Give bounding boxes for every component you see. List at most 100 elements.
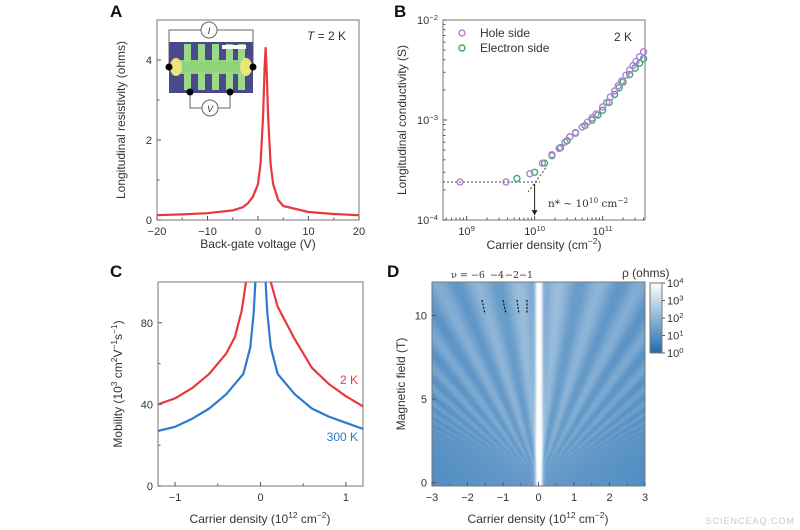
- data-point-hole: [606, 93, 615, 101]
- plot-frame-c: [157, 281, 364, 487]
- voltage-meter-label: V: [207, 104, 214, 114]
- threshold-arrowhead: [531, 210, 538, 216]
- x-tick-label-d: 3: [642, 492, 648, 504]
- colorbar-tick-label: 100: [667, 346, 684, 361]
- data-point-hole: [548, 150, 556, 159]
- panel-label-a: A: [110, 2, 122, 21]
- filling-factor-label: −4: [490, 270, 504, 281]
- y-tick-label-a: 2: [146, 135, 152, 147]
- data-point-electron: [540, 159, 549, 167]
- filling-factor-marker: [516, 299, 520, 315]
- contact-dot: [186, 88, 194, 96]
- legend-label-hole: Hole side: [480, 26, 530, 40]
- data-point-hole: [603, 98, 611, 107]
- y-axis-label-b: Longitudinal conductivity (S): [395, 45, 409, 195]
- y-tick-label-d: 5: [421, 394, 427, 406]
- y-axis-label-a: Longitudinal resistivity (ohms): [114, 41, 128, 199]
- data-point-hole: [456, 178, 464, 186]
- temperature-annotation-a: T = 2 K: [307, 29, 346, 43]
- device-contact: [198, 72, 205, 90]
- data-point-hole: [566, 133, 574, 141]
- data-point-hole: [639, 48, 648, 56]
- data-point-electron: [625, 70, 634, 79]
- resistivity-curve: [156, 46, 360, 217]
- panel-label-d: D: [387, 262, 399, 281]
- device-pad: [240, 58, 252, 76]
- mobility-curve-2k: [269, 282, 363, 408]
- colorbar-tick-label: 104: [667, 276, 684, 291]
- y-tick-label-d: 0: [421, 478, 427, 490]
- device-channel: [172, 60, 250, 74]
- x-tick-label-a: 10: [302, 226, 314, 238]
- data-point-electron: [598, 106, 607, 115]
- y-tick-label-a: 0: [146, 215, 152, 227]
- x-tick-label-c: −1: [169, 492, 182, 504]
- x-tick-label-a: 0: [255, 226, 261, 238]
- x-axis-label-b: Carrier density (cm−2): [487, 236, 602, 252]
- data-point-hole: [583, 118, 592, 126]
- x-tick-label-d: −2: [461, 492, 474, 504]
- threshold-annotation: n* ~ 1010 cm−2: [548, 196, 628, 211]
- legend-marker-hole: [458, 29, 466, 37]
- watermark: SCIENCEAQ.COM: [705, 516, 795, 526]
- heatmap-d: [432, 282, 645, 486]
- y-tick-label-b: 10−4: [417, 213, 439, 228]
- y-tick-label-b: 10−2: [417, 13, 438, 28]
- device-contact: [184, 72, 191, 90]
- data-point-hole: [617, 77, 626, 85]
- device-inset: IV: [165, 21, 257, 117]
- voltage-meter-icon: [201, 99, 219, 117]
- current-meter-label: I: [208, 26, 211, 36]
- x-tick-label-b: 1011: [592, 224, 612, 239]
- slope-guide-line: [527, 166, 547, 193]
- colorbar: [650, 283, 662, 353]
- data-point-hole: [610, 87, 619, 95]
- panel-label-c: C: [110, 262, 122, 281]
- filling-factor-label: −1: [519, 270, 533, 281]
- data-point-hole: [526, 170, 534, 178]
- x-tick-label-d: 2: [606, 492, 612, 504]
- data-point-hole: [592, 110, 600, 118]
- current-meter-icon: [200, 21, 218, 39]
- x-tick-label-c: 1: [343, 492, 349, 504]
- y-tick-label-c: 80: [141, 318, 153, 330]
- x-tick-label-c: 0: [257, 492, 263, 504]
- filling-factor-marker: [502, 299, 507, 315]
- data-point-electron: [639, 55, 648, 63]
- mobility-curve-300k: [158, 282, 257, 432]
- y-tick-label-c: 0: [147, 481, 153, 493]
- device-contact: [198, 44, 205, 62]
- x-tick-label-a: 20: [353, 226, 365, 238]
- device-contact: [184, 44, 191, 62]
- y-tick-label-b: 10−3: [417, 113, 438, 128]
- device-contact: [238, 72, 245, 90]
- legend-marker-electron: [458, 44, 466, 52]
- contact-dot: [165, 63, 173, 71]
- data-point-hole: [578, 123, 586, 131]
- device-contact: [212, 72, 219, 90]
- plot-frame-d: [431, 281, 646, 487]
- device-pad: [170, 58, 182, 76]
- data-point-hole: [561, 138, 569, 146]
- data-point-hole: [555, 144, 563, 153]
- x-tick-label-d: 0: [535, 492, 541, 504]
- filling-factor-label: ν = −6: [451, 270, 485, 281]
- x-tick-label-a: −20: [148, 226, 167, 238]
- filling-factor-marker: [481, 299, 486, 315]
- y-axis-label-c: Mobility (103 cm2V−1s−1): [109, 320, 125, 447]
- x-axis-label-c: Carrier density (1012 cm−2): [190, 510, 331, 526]
- x-tick-label-b: 109: [458, 224, 475, 239]
- mobility-curve-2k: [158, 282, 248, 406]
- x-axis-label-d: Carrier density (1012 cm−2): [468, 510, 609, 526]
- data-point-hole: [502, 178, 510, 186]
- data-point-hole: [622, 71, 630, 79]
- data-point-hole: [588, 114, 596, 122]
- colorbar-title: ρ (ohms): [622, 266, 670, 280]
- colorbar-tick-label: 103: [667, 293, 684, 308]
- x-tick-label-d: −3: [426, 492, 439, 504]
- colorbar-frame: [649, 282, 663, 354]
- contact-dot: [226, 88, 234, 96]
- scale-bar: [222, 45, 246, 49]
